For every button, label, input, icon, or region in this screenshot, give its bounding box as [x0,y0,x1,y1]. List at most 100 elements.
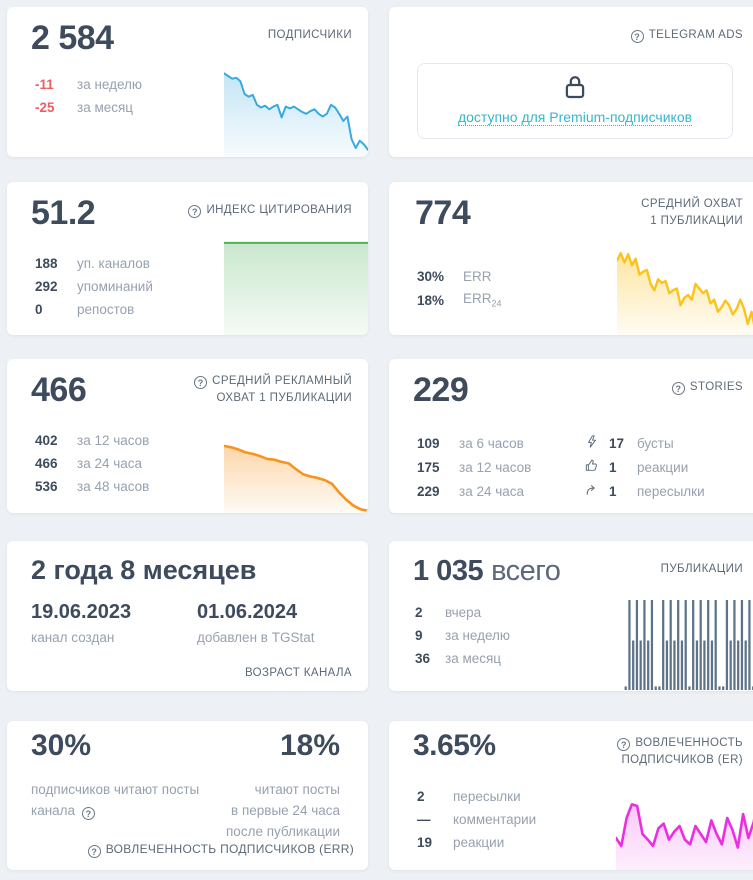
stat-label: за месяц [445,651,502,666]
forward-icon [585,482,609,500]
thumb-up-icon [585,458,609,476]
stat-label: за 12 часов [459,459,532,475]
channel-added: 01.06.2024 добавлен в TGStat [197,601,314,645]
stat-value: 17 [609,435,625,451]
stat-label: ERR24 [463,291,502,309]
subscribers-sparkline [224,67,368,157]
er-sparkline [616,790,753,870]
help-icon[interactable]: ? [188,205,202,218]
card-title-telegram-ads: ? TELEGRAM ADS [630,27,743,44]
help-icon[interactable]: ? [194,376,208,389]
stat-row: 9 за неделю [415,624,510,647]
card-title-citation: ? ИНДЕКС ЦИТИРОВАНИЯ [188,202,352,219]
card-err: 30% 18% подписчиков читают посты канала … [7,721,368,870]
card-er: 3.65% ? ВОВЛЕЧЕННОСТЬ ПОДПИСЧИКОВ (ER) 2 … [389,721,753,870]
err-value: 30% [31,729,92,762]
stat-label: за 24 часа [77,456,143,471]
card-subscribers: 2 584 ПОДПИСЧИКИ -11 за неделю -25 за ме… [7,7,368,157]
lock-icon [563,74,587,105]
help-icon[interactable]: ? [617,738,631,751]
stat-label: реакции [637,459,689,475]
help-icon[interactable]: ? [81,807,95,820]
stat-label: пересылки [637,483,705,499]
stat-label: пересылки [453,789,521,804]
card-title-channel-age: ВОЗРАСТ КАНАЛА [244,667,352,679]
stat-label: реакции [453,835,505,850]
stat-row: -25 за месяц [35,96,142,119]
stat-label: уп. каналов [77,256,150,271]
stat-label: за неделю [77,77,143,92]
stat-row: 188 уп. каналов [35,252,153,275]
stat-row: 229 за 24 часа [417,479,531,503]
premium-locked-panel: доступно для Premium-подписчиков [417,63,733,139]
channel-age-value: 2 года 8 месяцев [31,555,257,585]
stat-label: упоминаний [77,279,153,294]
card-title-avg-reach: СРЕДНИЙ ОХВАТ 1 ПУБЛИКАЦИИ [641,198,743,227]
stat-row: 292 упоминаний [35,275,153,298]
stat-row: 2 вчера [415,601,510,624]
card-channel-age: 2 года 8 месяцев 19.06.2023 канал создан… [7,541,368,691]
stat-value: 109 [417,435,440,451]
stat-value: 2 [417,789,425,804]
err24-value: 18% [279,729,340,762]
citation-value: 51.2 [31,194,96,232]
stat-value: — [417,812,431,827]
boost-icon [585,434,609,452]
help-icon[interactable]: ? [87,845,101,858]
stat-row: — комментарии [417,808,536,831]
stat-row: 109 за 6 часов [417,431,531,455]
stories-value: 229 [413,371,469,409]
stat-value: 536 [35,479,58,494]
added-label: добавлен в TGStat [197,630,315,645]
card-title-subscribers: ПОДПИСЧИКИ [267,29,352,41]
stat-row: 18% ERR24 [417,288,502,312]
stat-row: 0 репостов [35,298,153,321]
stat-value: 36 [415,651,431,666]
stat-label: бусты [637,435,674,451]
stat-value: 292 [35,279,58,294]
stat-label: за 48 часов [77,479,150,494]
stat-row: 2 пересылки [417,785,536,808]
er-value: 3.65% [413,729,496,762]
stat-value: 229 [417,483,440,499]
card-title-publications: ПУБЛИКАЦИИ [660,563,743,575]
stat-value: 175 [417,459,440,475]
stat-value: 1 [609,483,617,499]
stat-label: за 12 часов [77,433,150,448]
stat-value: 2 [415,605,423,620]
card-citation-index: 51.2 ? ИНДЕКС ЦИТИРОВАНИЯ 188 уп. каналов… [7,182,368,335]
stat-label: вчера [445,605,482,620]
stat-row: -11 за неделю [35,73,142,96]
card-title-er: ? ВОВЛЕЧЕННОСТЬ ПОДПИСЧИКОВ (ER) [617,735,743,769]
err24-label: читают посты в первые 24 часа после публ… [226,782,340,839]
card-title-stories: ? STORIES [671,379,743,396]
stat-label: за 6 часов [459,435,524,451]
err-label: подписчиков читают посты канала ? [31,782,200,820]
card-avg-ad-reach: 466 ? СРЕДНИЙ РЕКЛАМНЫЙ ОХВАТ 1 ПУБЛИКАЦИ… [7,359,368,513]
stat-value: 188 [35,256,58,271]
added-date: 01.06.2024 [197,601,298,623]
stat-value: 30% [417,268,445,284]
stat-row: 19 реакции [417,831,536,854]
stat-label: за неделю [445,628,511,643]
help-icon[interactable]: ? [671,382,685,395]
subscribers-value: 2 584 [31,19,114,57]
stat-row: 1 пересылки [585,479,705,503]
stat-value: 1 [609,459,617,475]
stat-row: 36 за месяц [415,647,510,670]
created-date: 19.06.2023 [31,601,132,623]
avg-reach-sparkline [617,242,753,335]
stat-label: за месяц [77,100,134,115]
stat-value: -11 [35,77,54,92]
stat-value: 0 [35,302,43,317]
publications-value: 1 035 всего [413,555,561,587]
publications-bar-chart [624,600,753,690]
help-icon[interactable]: ? [630,30,644,43]
avg-ad-reach-value: 466 [31,371,87,409]
premium-link[interactable]: доступно для Premium-подписчиков [457,109,693,126]
stat-value: -25 [35,100,55,115]
card-avg-reach: 774 СРЕДНИЙ ОХВАТ 1 ПУБЛИКАЦИИ 30% ERR 1… [389,182,753,335]
stat-row: 402 за 12 часов [35,429,149,452]
citation-sparkline [224,240,368,335]
